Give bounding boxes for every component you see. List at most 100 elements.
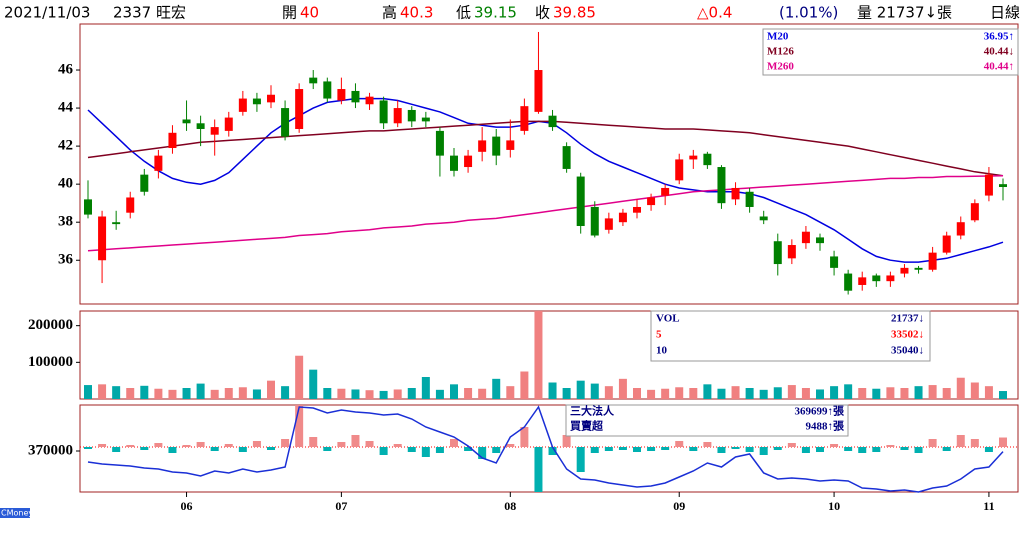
candle-body [816,237,824,244]
candle-body [351,90,360,103]
volume-bar [604,386,613,399]
candle-body [759,216,768,221]
candle-body [970,203,979,221]
candle-body [914,267,923,270]
net-bar [238,447,247,452]
candle-body [393,108,402,124]
net-bar [407,447,416,452]
net-bar [210,447,219,451]
net-bar [759,447,768,455]
volume-bar [182,388,191,399]
net-bar [844,447,853,451]
net-bar [745,447,754,452]
net-bar [464,447,473,451]
y-tick-label: 370000 [28,442,73,458]
net-bar [731,447,740,449]
y-tick-label: 200000 [28,317,73,333]
volume-bar [252,389,261,399]
volume-bar [576,380,585,399]
close-label: 收 [535,4,550,22]
net-bar [816,447,824,452]
net-bar [618,447,627,450]
candle-body [689,155,698,160]
net-bar [717,447,726,453]
volume-bar [801,388,810,399]
volume-bar [830,386,839,399]
candle-body [928,252,937,270]
high-label: 高 [382,4,397,22]
net-bar [858,447,867,453]
net-bar [576,447,585,472]
net-bar [224,444,233,447]
legend-name: VOL [656,313,680,325]
candle-body [717,167,726,204]
candle-body [182,119,191,124]
candle-body [858,277,867,285]
candle-body [745,191,754,207]
volume-bar [492,378,501,399]
volume-bar [210,389,219,399]
candle-body [421,117,430,122]
change: △0.4 [697,4,732,22]
legend-name: M20 [767,31,789,43]
volume-bar [984,386,993,399]
candle-body [337,89,346,101]
stock: 2337 旺宏 [113,4,186,22]
legend-value: 36.95↑ [984,31,1014,43]
change-pct: (1.01%) [779,4,838,22]
legend-box [762,28,1019,76]
volume-bar [647,389,656,399]
candle-body [238,98,247,112]
net-bar [365,441,374,447]
candle-body [224,117,233,131]
candle-body [210,127,219,135]
candle-body [168,132,177,149]
candle-body [900,267,909,274]
y-tick-label: 36 [58,252,74,268]
legend-value: 9488↑張 [806,420,846,433]
y-tick-label: 42 [58,138,73,154]
net-bar [126,445,135,447]
candle-body [886,275,895,282]
net-bar [689,447,698,451]
y-tick-label: 46 [58,61,74,77]
volume-bar [717,388,726,399]
net-bar [534,447,543,492]
net-bar [112,447,121,452]
candle-body [281,108,290,137]
net-bar [590,447,599,453]
volume-bar [464,388,473,399]
net-bar [168,447,177,453]
low: 39.15 [474,4,517,22]
candle-body [633,206,641,213]
legend-value: 21737↓ [891,313,924,325]
net-bar [281,439,290,447]
net-bar [956,435,965,447]
period: 日線 [990,4,1020,22]
candle-body [252,98,261,105]
volume-bar [450,384,458,399]
net-bar [140,447,149,450]
candle-body [435,130,444,156]
candle-body [844,273,853,291]
candle-body [618,212,627,223]
volume-bar [787,385,796,399]
logo-box [0,508,30,518]
candle-body [365,96,374,105]
candle-body [548,115,557,128]
volume-bar [224,388,233,399]
net-bar [548,447,557,455]
volume-bar [956,377,965,399]
volume-bar [590,383,599,399]
volume-bar [267,380,275,399]
volume-bar [98,384,107,399]
line [87,175,1004,252]
legend-value: 40.44↓ [984,46,1014,58]
high: 40.3 [400,4,433,22]
candle-body [590,206,599,236]
volume-bar [900,388,909,399]
line [87,120,1004,177]
net-bar [337,442,346,447]
